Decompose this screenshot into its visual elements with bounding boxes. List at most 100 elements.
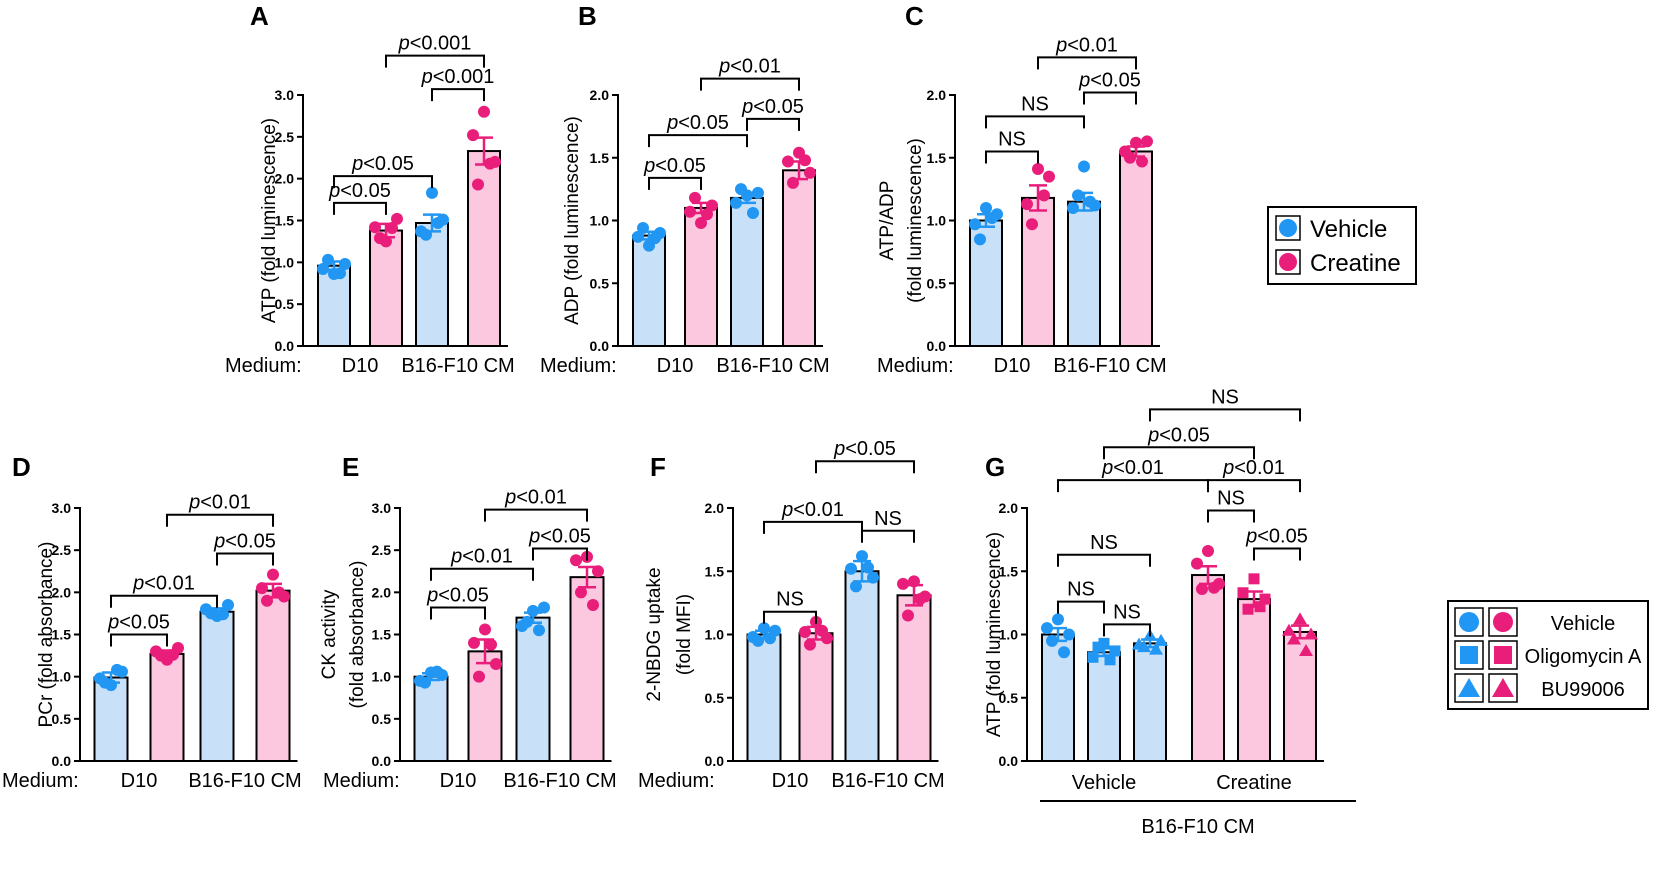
panel-letter: F (650, 452, 666, 482)
legend-bu99006-triangle-blue (1458, 678, 1480, 697)
y-tick-label: 1.5 (52, 627, 72, 643)
data-point (1038, 189, 1050, 202)
bar-creatine (467, 150, 501, 347)
significance-label: NS (1211, 386, 1239, 408)
significance-label: p<0.05 (107, 612, 170, 634)
data-point (689, 191, 701, 204)
bar-vehicle (746, 633, 782, 762)
significance-label: p<0.05 (1147, 424, 1210, 446)
data-point (1067, 201, 1079, 214)
data-point (1191, 557, 1203, 570)
significance-label: p<0.01 (450, 546, 513, 568)
bar-creatine (369, 229, 403, 347)
medium-label: Medium: (877, 355, 954, 377)
data-point (467, 129, 479, 142)
group-label: D10 (342, 355, 379, 377)
panel-c: C 0.0 0.5 1.0 1.5 2.0 ATP/ADP (fold luminescenc… (877, 1, 1167, 377)
y-tick-label: 0.5 (590, 275, 610, 291)
significance-label: p<0.001 (398, 33, 472, 55)
significance-bracket (700, 77, 800, 91)
significance-bracket (430, 567, 534, 581)
significance-label: p<0.01 (188, 492, 251, 514)
bar-vehicle (1087, 651, 1121, 763)
legend-vehicle-circle-blue (1459, 612, 1479, 632)
significance-bracket (648, 176, 702, 190)
significance-bracket (763, 610, 817, 624)
y-tick-label: 1.0 (999, 627, 1019, 643)
data-point (782, 155, 794, 168)
panel-a: A 0.0 0.5 1.0 1.5 2.0 2.5 3.0 ATP (fold luminesc… (225, 1, 515, 377)
significance-label: p<0.01 (1222, 457, 1285, 479)
legend-creatine-marker (1279, 253, 1297, 271)
data-point (490, 658, 502, 671)
legend-vehicle-circle-pink (1493, 612, 1513, 632)
data-point (804, 166, 816, 179)
significance-bracket (385, 54, 485, 68)
bar-vehicle (730, 196, 764, 347)
data-point (752, 186, 764, 199)
panel-letter: G (985, 452, 1005, 482)
data-point (1154, 633, 1168, 646)
y-axis-label: 2-NBDG uptake (644, 567, 665, 701)
data-point (799, 625, 811, 638)
group-label: D10 (772, 770, 809, 792)
legend-oligomycin-square-pink (1494, 646, 1512, 664)
data-point (575, 586, 587, 599)
significance-label: p<0.05 (643, 155, 706, 177)
data-point (205, 607, 217, 620)
y-tick-label: 0.5 (705, 690, 725, 706)
medium-label: Medium: (225, 355, 302, 377)
data-point (1202, 545, 1214, 558)
significance-bracket (166, 513, 274, 527)
bar-vehicle (199, 610, 235, 762)
data-point (1282, 623, 1296, 636)
data-point (969, 218, 981, 231)
data-point (267, 568, 279, 581)
y-tick-label: 0.5 (275, 296, 295, 312)
group-label: D10 (440, 770, 477, 792)
data-point (521, 615, 533, 628)
data-point (986, 211, 998, 224)
medium-label: Medium: (638, 770, 715, 792)
bar-vehicle (1133, 642, 1167, 762)
data-point (484, 157, 496, 170)
data-point (322, 253, 334, 266)
y-tick-label: 1.0 (372, 669, 392, 685)
data-point (1084, 195, 1096, 208)
data-point (339, 258, 351, 271)
data-point (1046, 634, 1058, 647)
y-tick-label: 1.0 (275, 254, 295, 270)
significance-label: p<0.05 (1245, 525, 1308, 547)
data-point (758, 622, 770, 635)
data-point (386, 222, 398, 235)
data-point (222, 598, 234, 611)
data-point (1141, 135, 1153, 148)
bar-creatine (1237, 598, 1271, 763)
data-point (472, 178, 484, 191)
group-label: D10 (994, 355, 1031, 377)
data-point (479, 623, 491, 636)
data-point (273, 586, 285, 599)
significance-bracket (1103, 623, 1151, 637)
y-tick-label: 0.0 (705, 753, 725, 769)
bar-vehicle (632, 234, 666, 347)
y-axis-label: ATP (fold luminescence) (984, 532, 1005, 737)
significance-bracket (333, 175, 433, 189)
bar-vehicle (415, 222, 449, 347)
data-point (701, 208, 713, 221)
y-axis-label: ATP/ADP (877, 181, 898, 261)
y-tick-label: 3.0 (275, 87, 295, 103)
data-point (369, 221, 381, 234)
data-point (637, 222, 649, 235)
panel-f: F 0.0 0.5 1.0 1.5 2.0 2-NBDG uptake (fold MFI) N… (638, 438, 945, 792)
significance-bracket (110, 594, 218, 608)
y-tick-label: 1.5 (275, 213, 295, 229)
group-label: B16-F10 CM (503, 770, 616, 792)
legend-oligomycin-square-blue (1460, 646, 1478, 664)
significance-label: NS (1090, 532, 1118, 554)
y-tick-label: 1.0 (590, 213, 610, 229)
panel-g: G 0.0 0.5 1.0 1.5 2.0 ATP (fold luminescence) N… (984, 386, 1356, 838)
data-point (1254, 601, 1266, 613)
data-point (592, 565, 604, 578)
significance-bracket (333, 201, 387, 215)
